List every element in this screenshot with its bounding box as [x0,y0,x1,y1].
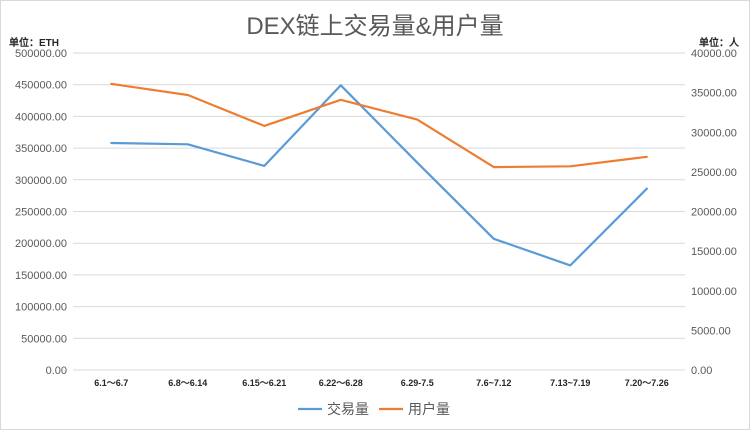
right-axis-tick-label: 20000.00 [691,207,737,219]
x-axis-category-label: 6.15～6.21 [242,378,286,388]
legend-label: 用户量 [408,401,450,417]
legend-label: 交易量 [327,401,369,417]
gridlines [73,52,685,371]
right-axis-tick-label: 0.00 [691,365,712,377]
left-axis-tick-label: 300000.00 [15,175,67,187]
x-axis-category-label: 7.20～7.26 [625,378,669,388]
right-axis-tick-label: 10000.00 [691,286,737,298]
left-axis-tick-label: 100000.00 [15,302,67,314]
left-axis-unit-label: 单位：ETH [9,36,59,49]
left-axis-tick-label: 50000.00 [21,333,67,345]
left-axis-tick-label: 500000.00 [15,48,67,60]
left-axis-ticks: 0.00 50000.00 100000.00 150000.00 200000.00 2… [15,48,67,377]
x-axis-category-labels: 6.1～6.7 6.8～6.14 6.15～6.21 6.22～6.28 6.29-7.… [94,378,669,388]
right-axis-tick-label: 5000.00 [691,325,731,337]
series-line-left [110,84,648,267]
x-axis-category-label: 7.6~7.12 [476,378,511,388]
series-lines [110,82,648,267]
right-axis-ticks: 0.00 5000.00 10000.00 15000.00 20000.00 25000… [691,48,737,377]
left-axis-tick-label: 200000.00 [15,238,67,250]
left-axis-tick-label: 150000.00 [15,270,67,282]
left-axis-tick-label: 400000.00 [15,111,67,123]
legend: 交易量 用户量 [298,401,450,417]
right-axis-tick-label: 40000.00 [691,48,737,60]
left-axis-tick-label: 350000.00 [15,143,67,155]
x-axis-category-label: 6.8～6.14 [168,378,207,388]
right-axis-tick-label: 25000.00 [691,167,737,179]
series-line-right [110,82,648,169]
chart-title: DEX链上交易量&用户量 [246,13,503,40]
left-axis-tick-label: 250000.00 [15,207,67,219]
left-axis-tick-label: 0.00 [46,365,67,377]
right-axis-tick-label: 15000.00 [691,246,737,258]
x-axis-category-label: 6.1～6.7 [94,378,128,388]
right-axis-tick-label: 35000.00 [691,88,737,100]
right-axis-tick-label: 30000.00 [691,127,737,139]
right-axis-unit-label: 单位：人 [699,36,740,49]
x-axis-category-label: 6.29-7.5 [401,378,434,388]
x-axis-category-label: 7.13~7.19 [550,378,590,388]
left-axis-tick-label: 450000.00 [15,80,67,92]
x-axis-category-label: 6.22～6.28 [319,378,363,388]
